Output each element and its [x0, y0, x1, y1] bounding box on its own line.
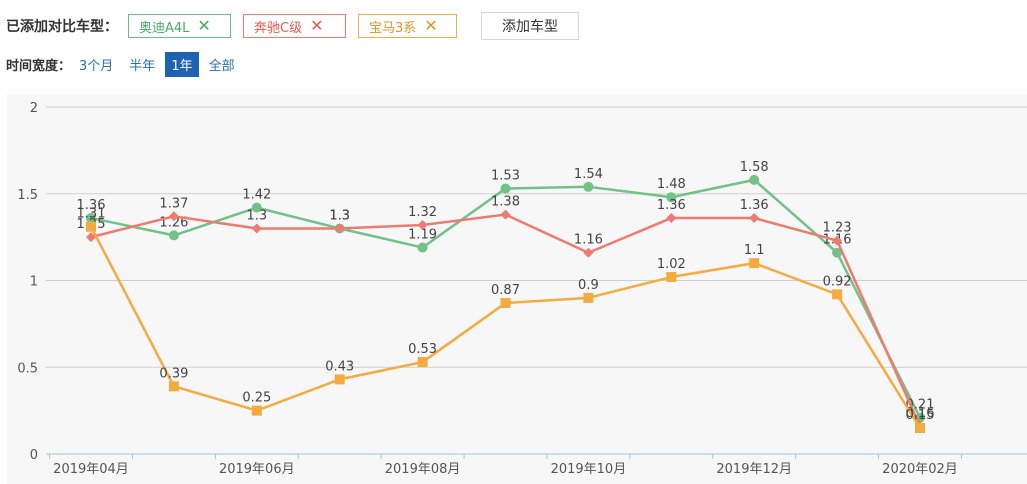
- data-label: 1.23: [823, 221, 852, 236]
- data-point: [168, 381, 179, 392]
- data-point: [168, 230, 179, 241]
- data-point: [749, 213, 760, 224]
- time-option-half-year[interactable]: 半年: [129, 58, 156, 74]
- close-icon[interactable]: ✕: [310, 16, 324, 35]
- data-label: 1.37: [159, 196, 188, 211]
- data-label: 1.48: [657, 177, 686, 192]
- data-label: 1.3: [329, 208, 350, 223]
- data-point: [915, 422, 925, 433]
- data-label: 1.54: [574, 167, 603, 182]
- data-point: [832, 247, 843, 258]
- data-label: 1.58: [740, 160, 769, 175]
- data-point: [251, 223, 262, 234]
- data-label: 1.36: [657, 198, 686, 213]
- y-tick-label: 0: [30, 448, 38, 463]
- series-line: [90, 213, 922, 427]
- time-range-selector: 时间宽度： 3个月 半年 1年 全部: [6, 51, 245, 77]
- time-option-1-year[interactable]: 1年: [165, 51, 199, 77]
- data-label: 1.32: [408, 205, 437, 220]
- data-point: [832, 235, 843, 246]
- data-label: 1.19: [408, 228, 437, 243]
- x-tick-label: 2020年02月: [882, 462, 958, 477]
- data-point: [417, 219, 428, 230]
- data-point: [832, 289, 843, 300]
- added-models-label: 已添加对比车型：: [6, 19, 118, 35]
- data-point: [334, 223, 345, 234]
- data-point: [666, 192, 677, 203]
- data-point: [86, 221, 96, 232]
- time-option-all[interactable]: 全部: [208, 58, 235, 74]
- data-point: [86, 232, 96, 243]
- data-point: [86, 213, 96, 224]
- data-label: 0.15: [906, 408, 935, 423]
- data-point: [251, 405, 262, 416]
- data-label: 1.42: [242, 188, 271, 203]
- x-tick-label: 2019年06月: [219, 462, 295, 477]
- data-point: [417, 357, 428, 368]
- data-label: 1.16: [574, 233, 603, 248]
- y-tick-label: 1.5: [17, 188, 38, 203]
- data-label: 1.53: [491, 169, 520, 184]
- data-point: [583, 247, 594, 258]
- data-label: 1.3: [329, 208, 350, 223]
- data-point: [417, 242, 428, 253]
- data-point: [500, 183, 511, 194]
- series-line: [89, 226, 922, 429]
- x-tick-label: 2019年08月: [385, 462, 461, 477]
- x-tick-label: 2019年04月: [53, 462, 129, 477]
- compare-models-bar: 已添加对比车型： 奥迪A4L ✕ 奔驰C级 ✕ 宝马3系 ✕ 添加车型: [6, 12, 579, 40]
- time-option-3-months[interactable]: 3个月: [79, 58, 114, 74]
- model-tag-label: 奥迪A4L: [139, 20, 190, 36]
- data-label: 0.43: [325, 359, 354, 374]
- model-tag-label: 宝马3系: [369, 20, 417, 36]
- data-label: 1.1: [744, 243, 765, 258]
- data-point: [500, 298, 511, 309]
- data-label: 1.02: [657, 257, 686, 272]
- data-label: 1.36: [77, 198, 106, 213]
- data-point: [749, 174, 760, 185]
- data-label: 0.92: [823, 274, 852, 289]
- data-point: [168, 211, 179, 222]
- x-tick-label: 2019年10月: [551, 462, 627, 477]
- data-label: 1.38: [491, 195, 520, 210]
- x-tick-label: 2019年12月: [716, 462, 792, 477]
- data-label: 0.9: [578, 278, 599, 293]
- data-point: [666, 272, 677, 283]
- chart-area: [7, 94, 1027, 484]
- data-point: [749, 258, 760, 269]
- data-point: [251, 202, 262, 213]
- close-icon[interactable]: ✕: [424, 16, 438, 35]
- model-tag-audi-a4l: 奥迪A4L ✕: [128, 14, 231, 38]
- data-label: 0.53: [408, 342, 437, 357]
- model-tag-benz-c: 奔驰C级 ✕: [243, 14, 346, 38]
- time-range-label: 时间宽度：: [6, 58, 72, 74]
- data-label: 0.25: [242, 391, 271, 406]
- y-tick-label: 2: [30, 101, 38, 116]
- add-model-button[interactable]: 添加车型: [481, 12, 579, 40]
- data-point: [334, 374, 345, 385]
- data-point: [583, 292, 594, 303]
- data-point: [666, 213, 677, 224]
- close-icon[interactable]: ✕: [197, 16, 211, 35]
- data-label: 1.36: [740, 198, 769, 213]
- data-point: [500, 209, 511, 220]
- data-label: 0.39: [159, 366, 188, 381]
- data-label: 0.87: [491, 283, 520, 298]
- model-tag-label: 奔驰C级: [254, 20, 303, 36]
- data-label: 1.3: [246, 208, 267, 223]
- model-tag-bmw-3: 宝马3系 ✕: [358, 14, 457, 38]
- data-point: [583, 181, 594, 192]
- y-tick-label: 0.5: [17, 361, 38, 376]
- y-tick-label: 1: [30, 275, 38, 290]
- data-label: 1.31: [77, 207, 106, 222]
